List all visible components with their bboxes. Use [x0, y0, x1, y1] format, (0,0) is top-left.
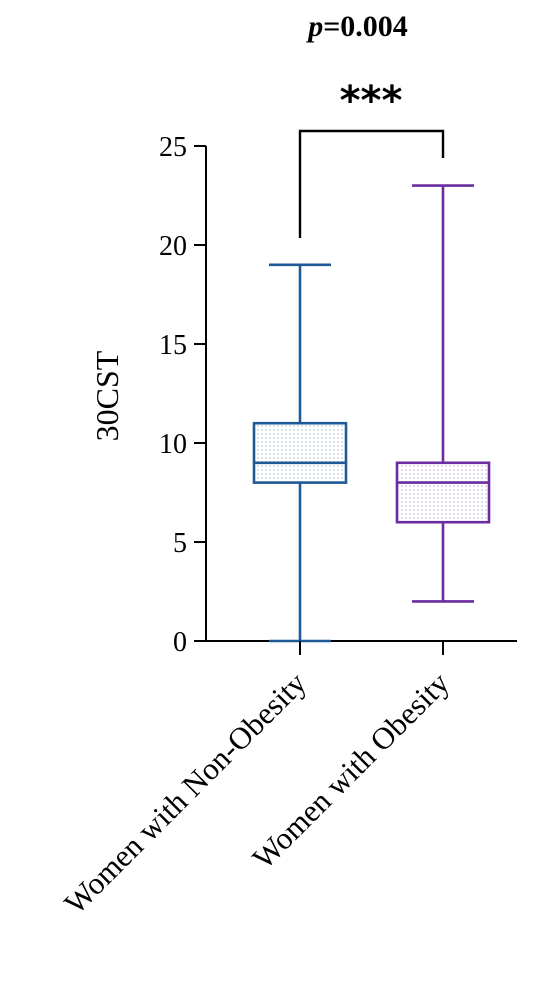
- significance-stars: ***: [340, 78, 403, 124]
- y-tick-label: 15: [159, 330, 187, 361]
- p-value-title: p=0.004: [305, 10, 408, 43]
- p-italic: p: [305, 10, 323, 43]
- boxes: [252, 184, 491, 655]
- y-axis-label: 30CST: [89, 350, 125, 441]
- y-tick-label: 20: [159, 231, 187, 262]
- y-tick-label: 5: [173, 528, 187, 559]
- y-tick-label: 25: [159, 132, 187, 163]
- y-ticks: 0 5 10 15 20 25: [159, 132, 206, 658]
- box-obesity: [395, 461, 491, 524]
- y-tick-label: 0: [173, 627, 187, 658]
- p-value: =0.004: [323, 10, 408, 43]
- significance-bracket: [298, 129, 445, 238]
- box-non-obesity: [252, 421, 348, 484]
- y-tick-label: 10: [159, 429, 187, 460]
- x-category-label: Women with Non-Obesity: [57, 665, 313, 921]
